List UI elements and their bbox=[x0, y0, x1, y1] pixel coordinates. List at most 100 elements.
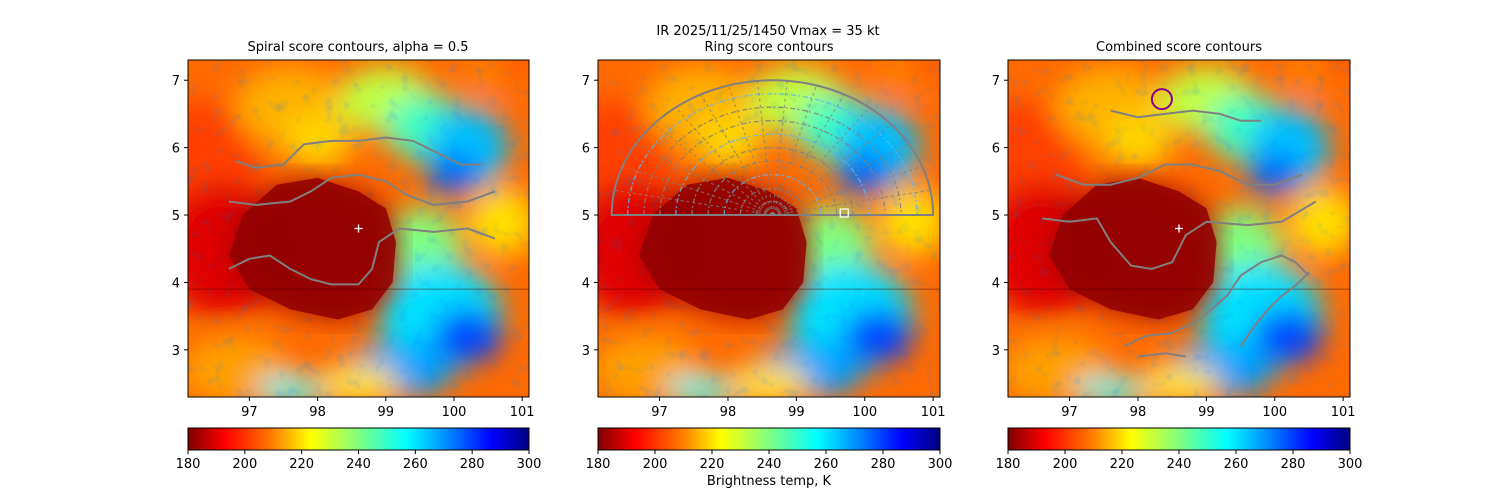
panel-spiral: Spiral score contours, alpha = 0.5 97 98 99… bbox=[172, 40, 542, 472]
ring-contour-spoke bbox=[727, 85, 773, 216]
colorbar-tick-label: 280 bbox=[871, 457, 896, 472]
colorbar-tick-label: 240 bbox=[757, 457, 782, 472]
ring-contour-spoke bbox=[635, 143, 773, 216]
colorbar-tick-label: 280 bbox=[460, 457, 485, 472]
x-tick-label: 101 bbox=[1331, 405, 1356, 420]
ring-contour-spoke bbox=[771, 80, 788, 216]
axes-frame bbox=[1007, 59, 1351, 398]
y-tick-label: 3 bbox=[992, 344, 1000, 359]
x-tick-label: 100 bbox=[852, 405, 877, 420]
ring-contour bbox=[659, 120, 886, 216]
panel-ring: Ring score contours 97 98 99 100 101 3 4 5 6 7 180 2… bbox=[582, 40, 953, 472]
ring-contour-spoke bbox=[772, 123, 892, 216]
colorbar-tick-label: 300 bbox=[517, 457, 542, 472]
colorbar-gradient bbox=[597, 427, 941, 451]
ring-contour-spoke bbox=[675, 107, 773, 216]
colorbar: 180 200 220 240 260 280 300 bbox=[996, 427, 1363, 472]
x-tick-label: 98 bbox=[720, 405, 737, 420]
y-tick-label: 4 bbox=[172, 276, 180, 291]
x-tick-label: 97 bbox=[241, 405, 258, 420]
y-tick-label: 7 bbox=[992, 74, 1000, 89]
y-tick-label: 5 bbox=[992, 209, 1000, 224]
score-contour bbox=[1123, 254, 1310, 348]
colorbar-tick-label: 180 bbox=[586, 457, 611, 472]
colorbar-tick-label: 280 bbox=[1281, 457, 1306, 472]
score-contour bbox=[1055, 163, 1303, 186]
y-tick-label: 3 bbox=[582, 344, 590, 359]
circle-marker bbox=[1150, 88, 1173, 111]
y-tick-label: 4 bbox=[582, 276, 590, 291]
y-tick-label: 6 bbox=[582, 142, 590, 157]
ring-contour bbox=[643, 106, 902, 216]
ring-contour-spoke bbox=[772, 189, 931, 216]
x-tick-label: 99 bbox=[788, 405, 805, 420]
colorbar: 180 200 220 240 260 280 300 bbox=[586, 427, 952, 472]
cloud-core bbox=[1049, 177, 1217, 320]
x-tick-label: 101 bbox=[921, 405, 946, 420]
x-tick-label: 98 bbox=[1130, 405, 1147, 420]
x-tick-label: 99 bbox=[1198, 405, 1215, 420]
ring-contour-spoke bbox=[771, 85, 817, 216]
ring-contour-spoke bbox=[772, 143, 910, 216]
panel-title: Spiral score contours, alpha = 0.5 bbox=[247, 40, 468, 55]
center-marker bbox=[354, 224, 363, 233]
ring-contour-spoke bbox=[700, 94, 773, 216]
y-tick-label: 6 bbox=[992, 142, 1000, 157]
y-tick-label: 6 bbox=[172, 142, 180, 157]
score-contour bbox=[1042, 200, 1317, 270]
colorbar-tick-label: 260 bbox=[814, 457, 839, 472]
square-marker bbox=[839, 208, 849, 218]
y-tick-label: 4 bbox=[992, 276, 1000, 291]
ring-contour-spoke bbox=[622, 165, 773, 216]
panel-title: Ring score contours bbox=[704, 40, 833, 55]
figure-suptitle: IR 2025/11/25/1450 Vmax = 35 kt bbox=[656, 24, 879, 39]
y-tick-label: 3 bbox=[172, 344, 180, 359]
score-contour bbox=[228, 227, 496, 286]
panel-combined: Combined score contours 97 98 99 100 101 3 4 5 6 7… bbox=[992, 40, 1363, 472]
ring-contour-spoke bbox=[772, 165, 923, 216]
colorbar-tick-label: 200 bbox=[1053, 457, 1078, 472]
x-tick-label: 97 bbox=[651, 405, 668, 420]
colorbar-tick-label: 240 bbox=[1167, 457, 1192, 472]
ring-contour-spoke bbox=[653, 123, 773, 216]
ring-contour-spoke bbox=[771, 107, 870, 216]
colorbar-tick-label: 180 bbox=[996, 457, 1021, 472]
colorbar-label: Brightness temp, K bbox=[707, 474, 832, 489]
heatmap-image bbox=[598, 60, 940, 397]
y-tick-label: 7 bbox=[172, 74, 180, 89]
colorbar-tick-label: 200 bbox=[643, 457, 668, 472]
x-tick-label: 100 bbox=[442, 405, 467, 420]
x-tick-label: 99 bbox=[378, 405, 395, 420]
colorbar-tick-label: 220 bbox=[700, 457, 725, 472]
score-contour bbox=[1110, 109, 1262, 122]
panel-title: Combined score contours bbox=[1096, 40, 1262, 55]
colorbar-tick-label: 220 bbox=[289, 457, 314, 472]
colorbar-tick-label: 220 bbox=[1110, 457, 1135, 472]
colorbar-tick-label: 300 bbox=[1338, 457, 1363, 472]
ring-contours bbox=[610, 79, 935, 217]
ring-contour-spoke bbox=[614, 189, 773, 216]
score-contour bbox=[228, 173, 496, 206]
center-marker bbox=[1175, 224, 1183, 233]
ring-contour bbox=[691, 146, 854, 216]
x-tick-label: 97 bbox=[1061, 405, 1078, 420]
ring-contour-spoke bbox=[756, 80, 774, 216]
score-contour bbox=[1239, 271, 1310, 347]
colorbar: 180 200 220 240 260 280 300 bbox=[176, 427, 542, 472]
y-tick-label: 7 bbox=[582, 74, 590, 89]
ring-contour-spoke bbox=[771, 94, 845, 216]
ring-contour bbox=[675, 133, 870, 216]
x-tick-label: 101 bbox=[510, 405, 535, 420]
colorbar-tick-label: 180 bbox=[176, 457, 201, 472]
score-contour bbox=[1137, 352, 1186, 358]
x-tick-label: 100 bbox=[1262, 405, 1287, 420]
colorbar-gradient bbox=[1007, 427, 1351, 451]
colorbar-tick-label: 260 bbox=[403, 457, 428, 472]
colorbar-tick-label: 260 bbox=[1224, 457, 1249, 472]
heatmap-image bbox=[188, 60, 529, 397]
ring-contour bbox=[707, 160, 838, 216]
colorbar-tick-label: 240 bbox=[346, 457, 371, 472]
y-tick-label: 5 bbox=[172, 209, 180, 224]
x-tick-label: 98 bbox=[309, 405, 326, 420]
